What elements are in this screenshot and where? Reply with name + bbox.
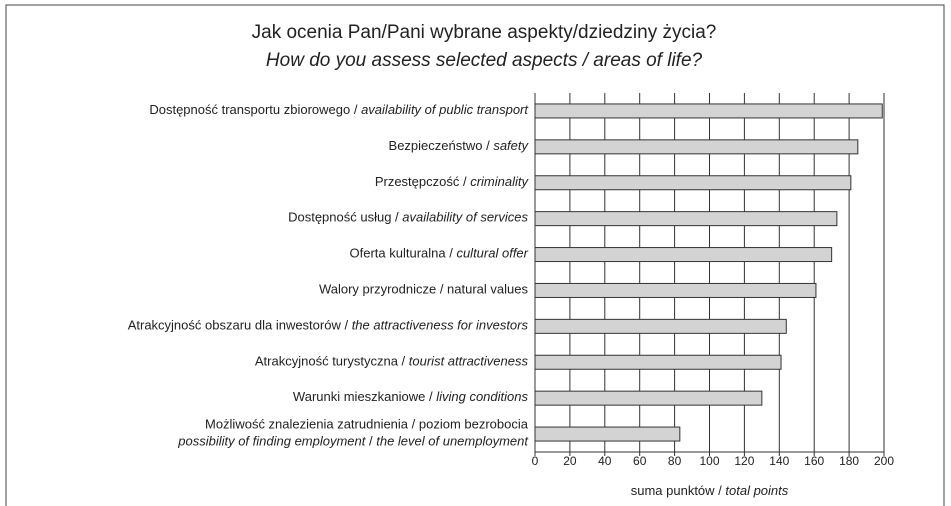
text-segment: Dostępność transportu zbiorowego / [149,102,361,117]
x-tick-label: 100 [699,454,719,468]
x-axis-label: suma punktów / total points [631,483,789,498]
y-tick-label: Walory przyrodnicze / natural values [319,282,529,297]
text-segment: Przestępczość / [375,174,470,189]
bar [534,211,838,227]
text-segment: availability of services [402,210,528,225]
x-tick-label: 140 [769,454,789,468]
x-tick-label: 180 [839,454,859,468]
bar [534,318,787,334]
y-tick-label: Warunki mieszkaniowe / living conditions [293,390,529,405]
x-tick-label: 0 [532,454,539,468]
x-tick-label: 120 [734,454,754,468]
text-segment: Dostępność usług / [288,210,402,225]
text-segment: safety [493,138,529,153]
bar [534,175,852,191]
bar [534,390,763,406]
y-tick-label: Oferta kulturalna / cultural offer [350,246,529,261]
text-segment: the level of unemployment [376,434,529,449]
y-tick-label: Dostępność usług / availability of servi… [288,210,528,225]
y-tick-label: Przestępczość / criminality [375,174,530,189]
text-segment: cultural offer [456,246,528,261]
y-tick-label: Bezpieczeństwo / safety [389,138,530,153]
chart-subtitle: How do you assess selected aspects / are… [266,50,703,71]
bar [534,103,883,119]
bar [534,354,782,370]
x-tick-label: 60 [633,454,647,468]
text-segment: Walory przyrodnicze / natural values [319,282,529,297]
text-segment: living conditions [436,390,528,405]
y-tick-label: Dostępność transportu zbiorowego / avail… [149,102,529,117]
text-segment: Atrakcyjność obszaru dla inwestorów / [128,318,352,333]
bar [534,139,859,155]
text-segment: Bezpieczeństwo / [389,138,494,153]
text-segment: tourist attractiveness [409,354,529,369]
frame [5,4,945,506]
text-segment: criminality [470,174,529,189]
text-segment: Atrakcyjność turystyczna / [255,354,409,369]
text-segment: / [365,434,376,449]
y-tick-label: Możliwość znalezienia zatrudnienia / poz… [205,417,529,432]
bar [534,247,833,263]
text-segment: Możliwość znalezienia zatrudnienia / poz… [205,417,529,432]
bar [534,282,817,298]
x-tick-label: 160 [804,454,824,468]
y-tick-label: possibility of finding employment / the … [177,434,529,449]
x-tick-label: 200 [874,454,894,468]
text-segment: Oferta kulturalna / [350,246,457,261]
y-tick-label: Atrakcyjność obszaru dla inwestorów / th… [128,318,529,333]
chart-title: Jak ocenia Pan/Pani wybrane aspekty/dzie… [252,22,717,43]
text-segment: suma punktów / [631,483,726,498]
text-segment: the attractiveness for investors [352,318,529,333]
text-segment: possibility of finding employment [177,434,367,449]
text-segment: total points [725,483,788,498]
bar [534,426,681,442]
x-tick-label: 40 [598,454,612,468]
x-tick-label: 20 [563,454,577,468]
text-segment: availability of public transport [361,102,529,117]
text-segment: Warunki mieszkaniowe / [293,390,436,405]
x-tick-label: 80 [668,454,682,468]
y-tick-label: Atrakcyjność turystyczna / tourist attra… [255,354,529,369]
